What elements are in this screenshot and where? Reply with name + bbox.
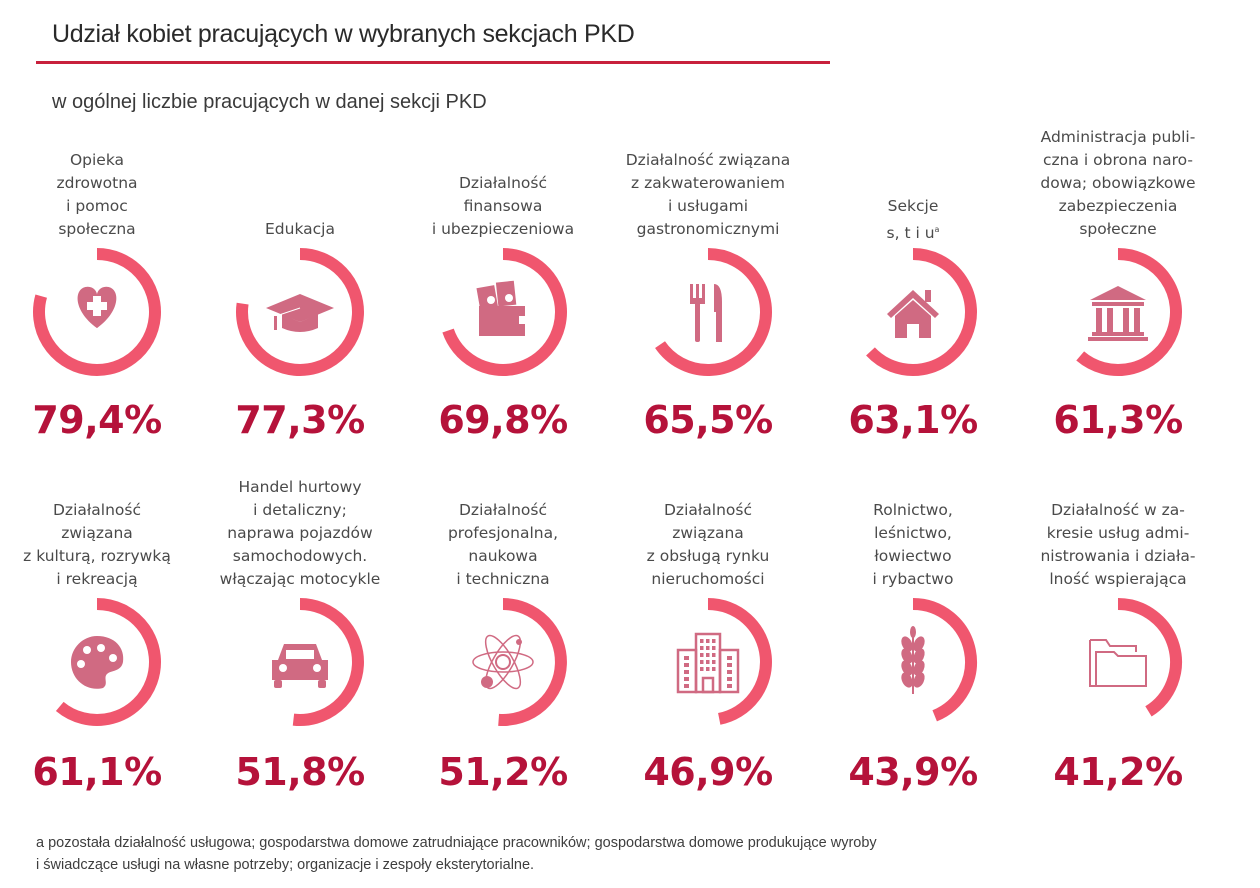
ring-label: Działalność finansowa i ubezpieczeniowa (431, 174, 575, 238)
footnote: a pozostała działalność usługowa; gospod… (36, 832, 1236, 876)
fork-knife-icon (690, 284, 722, 342)
palette-icon (71, 636, 124, 689)
ring-label: Rolnictwo, leśnictwo, łowiectwo i rybact… (872, 501, 954, 588)
ring-value: 61,1% (32, 750, 162, 794)
ring-arc (236, 248, 364, 376)
ring-arc (1117, 598, 1182, 717)
ring-value: 65,5% (643, 398, 773, 442)
ring-label: Handel hurtowy i detaliczny; naprawa poj… (219, 478, 381, 588)
ring-label: Sekcje s, t i ua (886, 197, 940, 243)
ring-arc (1076, 248, 1182, 376)
wallet-money-icon (476, 280, 525, 336)
ring-chart (901, 598, 977, 722)
footnote-line-2: i świadczące usługi na własne potrzeby; … (36, 857, 535, 873)
ring-chart (655, 248, 772, 376)
chart-subtitle: w ogólnej liczbie pracujących w danej se… (52, 91, 487, 113)
ring-value: 51,2% (438, 750, 568, 794)
ring-chart (866, 248, 977, 376)
ring-chart (442, 248, 567, 376)
ring-chart (236, 248, 364, 376)
atom-icon (472, 634, 534, 690)
ring-arc (442, 248, 567, 376)
ring-value: 41,2% (1053, 750, 1183, 794)
ring-label: Edukacja (265, 220, 335, 238)
footnote-line-1: a pozostała działalność usługowa; gospod… (36, 835, 877, 851)
ring-label: Administracja publi- czna i obrona naro-… (1040, 128, 1196, 238)
office-building-icon (676, 632, 740, 694)
ring-chart (1089, 598, 1182, 717)
ring-arc (498, 598, 567, 726)
ring-label: Opieka zdrowotna i pomoc społeczna (56, 151, 138, 238)
title-underline (36, 61, 830, 64)
graduation-cap-icon (266, 294, 334, 332)
ring-value: 61,3% (1053, 398, 1183, 442)
ring-arc (55, 598, 161, 726)
ring-label: Działalność związana z zakwaterowaniem i… (625, 151, 791, 238)
chart-title: Udział kobiet pracujących w wybranych se… (52, 20, 635, 48)
ring-label: Działalność związana z obsługą rynku nie… (646, 501, 770, 588)
ring-value: 77,3% (235, 398, 365, 442)
ring-label: Działalność w za- kresie usług admi- nis… (1040, 501, 1196, 588)
ring-chart (1076, 248, 1182, 376)
ring-chart (55, 598, 161, 726)
ring-label: Działalność profesjonalna, naukowa i tec… (447, 501, 559, 588)
ring-arc (292, 598, 364, 726)
ring-value: 43,9% (848, 750, 978, 794)
ring-value: 46,9% (643, 750, 773, 794)
ring-value: 69,8% (438, 398, 568, 442)
ring-arc (707, 598, 772, 725)
ring-label: Działalność związana z kulturą, rozrywką… (23, 501, 171, 588)
ring-chart (472, 598, 567, 726)
ring-chart (676, 598, 772, 725)
car-icon (272, 644, 328, 688)
heart-medical-icon (77, 286, 117, 329)
folder-icon (1089, 639, 1147, 687)
ring-value: 51,8% (235, 750, 365, 794)
ring-value: 79,4% (32, 398, 162, 442)
ring-arc (33, 248, 161, 376)
ring-arc (655, 248, 772, 376)
footnote-marker: a (934, 225, 940, 234)
ring-chart (33, 248, 161, 376)
ring-value: 63,1% (848, 398, 978, 442)
government-building-icon (1088, 286, 1148, 341)
ring-arc (866, 248, 977, 376)
ring-arc (912, 598, 977, 722)
ring-chart (272, 598, 364, 726)
wheat-icon (901, 626, 925, 694)
house-icon (887, 290, 939, 338)
